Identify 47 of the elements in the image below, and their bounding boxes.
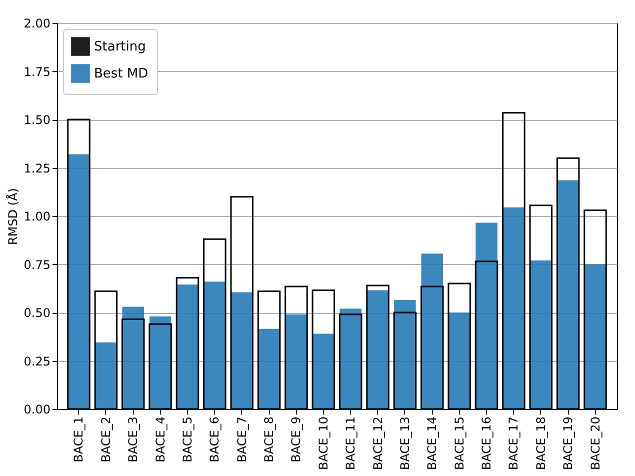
bar xyxy=(230,292,253,409)
x-tick-label: BACE_12 xyxy=(370,416,385,470)
y-tick-label: 0.25 xyxy=(24,354,50,368)
bar xyxy=(448,312,470,409)
bar xyxy=(530,260,552,409)
x-tick-label: BACE_5 xyxy=(180,416,194,462)
x-tick-label: BACE_10 xyxy=(316,416,330,470)
y-tick-label: 0.75 xyxy=(24,258,50,272)
legend-label: Starting xyxy=(94,40,146,54)
x-tick-label: BACE_4 xyxy=(153,416,168,462)
bar xyxy=(502,207,525,409)
x-tick-label: BACE_7 xyxy=(234,416,249,462)
bar xyxy=(312,334,334,409)
x-tick-label: BACE_16 xyxy=(480,416,494,470)
y-tick-label: 1.00 xyxy=(24,210,50,224)
bar xyxy=(421,254,444,409)
bar xyxy=(476,222,498,409)
bar xyxy=(258,328,280,409)
x-tick-label: BACE_3 xyxy=(126,416,140,462)
y-tick-label: 2.00 xyxy=(24,16,50,30)
x-tick-label: BACE_17 xyxy=(506,416,521,470)
x-tick-label: BACE_14 xyxy=(425,416,440,470)
x-tick-label: BACE_13 xyxy=(398,416,412,470)
x-tick-label: BACE_6 xyxy=(208,416,222,462)
x-tick-label: BACE_11 xyxy=(344,416,358,470)
bar xyxy=(95,342,117,409)
x-tick-label: BACE_18 xyxy=(534,416,548,470)
y-tick-label: 0.00 xyxy=(24,402,50,416)
bar xyxy=(204,282,226,409)
bar xyxy=(285,314,308,409)
x-tick-label: BACE_19 xyxy=(561,416,576,470)
y-tick-label: 1.50 xyxy=(24,113,50,127)
y-tick-label: 1.75 xyxy=(24,64,50,79)
legend-label: Best MD xyxy=(94,66,148,82)
y-axis-title: RMSD (Å) xyxy=(4,188,20,245)
bar xyxy=(68,154,90,409)
x-tick-label: BACE_20 xyxy=(588,416,602,470)
x-tick-label: BACE_8 xyxy=(262,416,276,462)
bar xyxy=(557,180,579,409)
y-tick-label: 1.25 xyxy=(24,161,50,176)
x-tick-label: BACE_1 xyxy=(72,416,86,462)
bar xyxy=(584,264,606,409)
bar xyxy=(122,306,144,409)
x-tick-label: BACE_2 xyxy=(98,416,113,462)
x-tick-label: BACE_15 xyxy=(452,416,466,470)
x-tick-label: BACE_9 xyxy=(289,416,304,462)
y-tick-label: 0.50 xyxy=(24,306,50,320)
